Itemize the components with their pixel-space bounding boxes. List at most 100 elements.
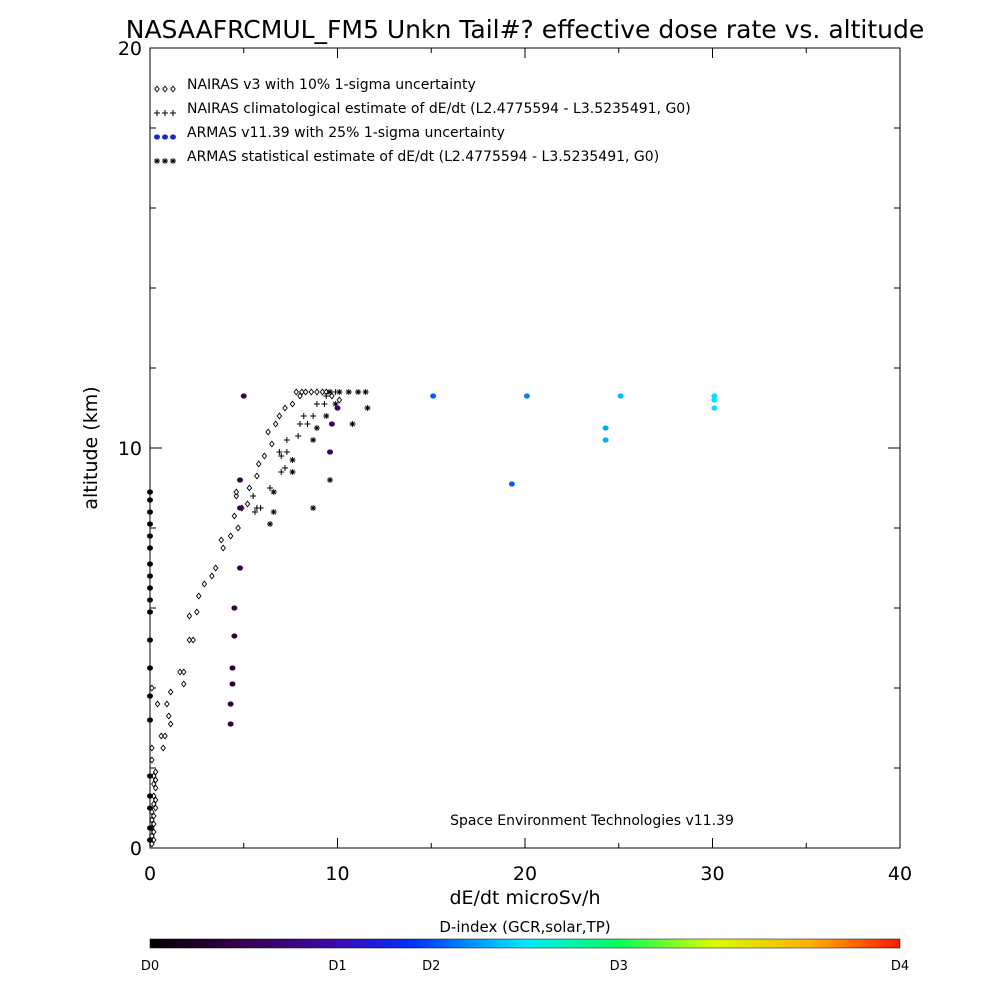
data-point <box>329 392 335 400</box>
data-point <box>152 804 159 812</box>
data-point <box>147 533 153 539</box>
legend-label: ARMAS statistical estimate of dE/dt (L2.… <box>187 149 659 165</box>
data-point <box>147 665 153 671</box>
data-point <box>250 493 257 499</box>
data-point <box>299 388 305 396</box>
data-point <box>149 808 155 816</box>
legend-marker <box>170 134 176 140</box>
data-point <box>617 393 624 399</box>
data-point <box>711 405 718 411</box>
data-point <box>323 413 330 419</box>
data-point <box>147 521 153 527</box>
series-2 <box>250 389 339 515</box>
data-point <box>231 512 238 520</box>
data-point <box>147 609 153 615</box>
legend-marker <box>170 158 176 164</box>
data-point <box>218 536 225 544</box>
data-point <box>300 413 307 419</box>
data-point <box>209 572 215 580</box>
x-tick-labels: 0 10 20 30 40 <box>144 863 912 885</box>
data-point <box>602 437 609 443</box>
plot-frame <box>149 47 901 849</box>
data-point <box>430 393 437 399</box>
x-tick-label: 40 <box>888 863 912 885</box>
data-point <box>147 773 153 779</box>
data-point <box>237 565 243 571</box>
data-point <box>190 636 196 644</box>
data-point <box>152 796 159 804</box>
data-point <box>150 800 157 808</box>
data-point <box>364 405 371 411</box>
data-point <box>180 668 187 676</box>
data-point <box>255 460 262 468</box>
data-point <box>295 433 302 439</box>
chart-title: NASAAFRCMUL_FM5 Unkn Tail#? effective do… <box>126 15 925 44</box>
data-point <box>150 812 157 820</box>
colorbar-label: D1 <box>328 959 346 974</box>
data-point <box>162 732 168 740</box>
data-point <box>152 768 159 776</box>
data-point <box>321 401 328 407</box>
data-point <box>227 721 234 727</box>
y-axis-label: altitude (km) <box>80 386 102 509</box>
data-point <box>327 449 333 455</box>
colorbar-label: D2 <box>422 959 440 974</box>
y-tick-labels: 0 10 20 <box>118 38 142 860</box>
data-point <box>282 465 288 471</box>
data-point <box>313 401 320 407</box>
data-point <box>332 401 339 407</box>
legend-entry: NAIRAS climatological estimate of dE/dt … <box>154 101 691 117</box>
data-point <box>149 684 155 692</box>
y-tick-label: 10 <box>118 438 142 460</box>
legend-marker <box>154 110 160 116</box>
data-point <box>147 793 153 799</box>
data-point <box>201 580 208 588</box>
data-point <box>336 389 343 395</box>
data-point <box>246 484 253 492</box>
data-point <box>289 457 296 463</box>
data-point <box>150 780 157 788</box>
data-point <box>147 545 153 551</box>
colorbar-labels: D0 D1 D2 D3 D4 <box>141 959 909 974</box>
data-point <box>313 425 320 431</box>
data-point <box>310 413 317 419</box>
data-point <box>164 700 170 708</box>
data-point <box>152 776 159 784</box>
data-point <box>154 700 161 708</box>
data-point <box>362 389 369 395</box>
data-point <box>165 712 172 720</box>
data-point <box>147 717 153 723</box>
data-point <box>276 449 283 455</box>
data-point <box>147 497 153 503</box>
data-point <box>237 505 243 511</box>
data-point <box>149 756 155 764</box>
data-point <box>147 837 153 843</box>
data-point <box>283 437 290 443</box>
legend-marker <box>154 85 160 93</box>
legend-marker <box>154 158 160 164</box>
data-point <box>355 389 362 395</box>
data-point <box>235 524 241 532</box>
data-point <box>229 665 236 671</box>
data-point <box>276 412 283 420</box>
data-point <box>160 744 166 752</box>
legend-entry: NAIRAS v3 with 10% 1-sigma uncertainty <box>154 77 476 93</box>
data-point <box>602 425 609 431</box>
x-tick-label: 30 <box>700 863 724 885</box>
data-point <box>186 612 193 620</box>
data-point <box>227 532 234 540</box>
data-point <box>194 608 200 616</box>
data-point <box>254 472 260 480</box>
data-point <box>711 397 718 403</box>
data-point <box>270 509 277 515</box>
credit-note: Space Environment Technologies v11.39 <box>450 813 734 829</box>
data-point <box>147 805 153 811</box>
legend-marker <box>154 134 160 140</box>
data-point <box>267 521 273 527</box>
data-point <box>327 477 333 483</box>
data-point <box>147 825 153 831</box>
data-point <box>289 400 296 408</box>
data-point <box>147 561 153 567</box>
colorbar-label: D0 <box>141 959 159 974</box>
data-point <box>158 732 165 740</box>
